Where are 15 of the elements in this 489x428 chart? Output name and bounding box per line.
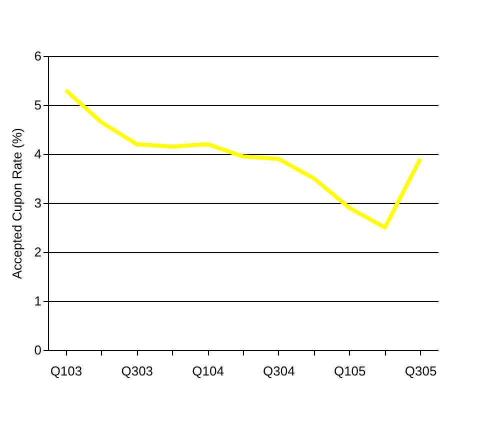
x-tick-label: Q103 [50,364,82,378]
line-series [64,88,422,230]
y-axis-title: Accepted Cupon Rate (%) [9,128,24,280]
y-tick-label: 6 [34,48,42,64]
x-tick-label: Q104 [192,364,224,378]
x-tick-label: Q303 [121,364,154,378]
x-tick-label: Q105 [334,364,366,378]
y-tick-label: 2 [34,244,42,260]
y-tick-label: 1 [34,294,42,308]
y-tick-label: 3 [34,196,42,210]
x-tick-label: Q305 [404,364,437,378]
x-tick-label: Q304 [263,364,295,378]
y-tick-label: 0 [34,342,42,358]
y-tick-label: 4 [34,146,42,162]
y-tick-label: 5 [34,98,42,112]
